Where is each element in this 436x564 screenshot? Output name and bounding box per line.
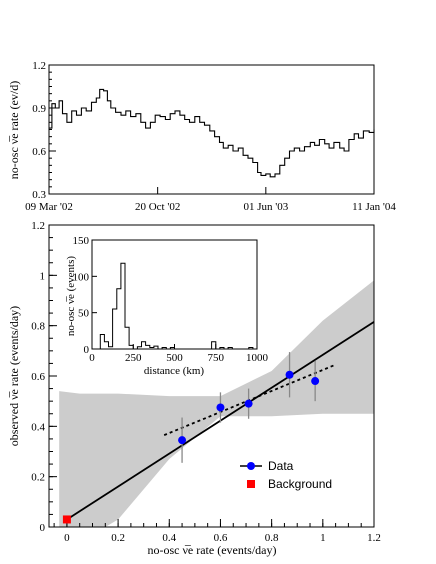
inset-x-tick-label: 750 [208,352,225,364]
legend-background-label: Background [268,477,332,491]
top-y-tick-label: 0.3 [32,189,46,201]
background-point [62,515,71,524]
svg-text:distance (km): distance (km) [144,365,205,377]
legend-data-marker [247,462,255,470]
top-y-tick-label: 0.6 [32,146,46,158]
inset-x-tick-label: 250 [125,352,142,364]
confidence-band [59,280,374,527]
legend-background-marker [247,480,255,488]
bottom-x-tick-label: 0.6 [214,532,228,544]
inset-plot-frame [91,239,258,350]
top-x-tick-label: 20 Oct '02 [135,201,180,213]
data-point [216,403,225,412]
distance-histogram-inset: 0 50 100 150 0 250 500 750 1000 distance (km) no… [60,235,269,377]
bottom-y-tick-label: 0.4 [31,421,45,433]
bottom-x-tick-label: 0.2 [111,532,125,544]
rate-vs-time-chart: no-osc ν̅e rate (ev/d) 0.3 0.6 0.9 1.2 09 Ma… [7,60,396,213]
svg-text:no-osc ν̅e (events): no-osc ν̅e (events) [65,256,77,336]
svg-text:no-osc ν̅e rate (events/day): no-osc ν̅e rate (events/day) [147,543,276,557]
inset-y-tick-label: 100 [73,271,90,283]
bottom-y-tick-label: 1 [40,270,46,282]
top-plot-frame [48,64,375,195]
bottom-y-tick-label: 0 [40,522,46,534]
data-point [311,377,320,386]
top-y-tick-label: 0.9 [32,103,46,115]
bottom-y-tick-label: 0.2 [31,472,45,484]
top-series-line [49,88,375,178]
data-point [285,370,294,379]
top-x-tick-label: 11 Jan '04 [352,201,396,213]
bottom-plot-frame [48,224,375,528]
inset-y-tick-label: 50 [78,308,90,320]
inset-background [60,236,260,368]
inset-x-axis-label: distance (km) [144,365,205,377]
bottom-x-axis-label: no-osc ν̅e rate (events/day) [147,543,276,557]
inset-y-tick-label: 0 [84,344,90,356]
legend: Data Background [240,459,332,491]
inset-x-tick-label: 0 [89,352,95,364]
inset-x-tick-label: 1000 [246,352,269,364]
top-y-axis-label: no-osc ν̅e rate (ev/d) [7,81,21,179]
svg-text:observed ν̅e rate (events/day): observed ν̅e rate (events/day) [7,306,21,446]
bottom-y-tick-label: 0.8 [31,321,45,333]
bottom-x-tick-label: 0.8 [265,532,279,544]
inset-y-axis-label: no-osc ν̅e (events) [65,256,77,336]
inset-x-tick-label: 500 [166,352,183,364]
bottom-y-tick-label: 0.6 [31,371,45,383]
bottom-x-tick-label: 1 [320,532,326,544]
data-point [178,436,187,445]
bottom-x-tick-label: 0 [64,532,70,544]
top-x-tick-label: 01 Jun '03 [243,201,288,213]
top-x-tick-label: 09 Mar '02 [25,201,73,213]
svg-text:no-osc ν̅e rate (ev/d): no-osc ν̅e rate (ev/d) [7,81,21,179]
legend-data-label: Data [268,459,294,473]
bottom-x-tick-label: 1.2 [367,532,381,544]
data-point [244,399,253,408]
bottom-y-axis-label: observed ν̅e rate (events/day) [7,306,21,446]
top-y-tick-label: 1.2 [32,60,46,72]
inset-y-tick-label: 150 [73,235,90,247]
bottom-y-tick-label: 1.2 [31,220,45,232]
observed-vs-expected-chart: 0 0.2 0.4 0.6 0.8 1 1.2 0 0.2 0.4 0.6 0.8 1 1.2 no-os… [7,220,381,557]
bottom-x-tick-label: 0.4 [162,532,176,544]
